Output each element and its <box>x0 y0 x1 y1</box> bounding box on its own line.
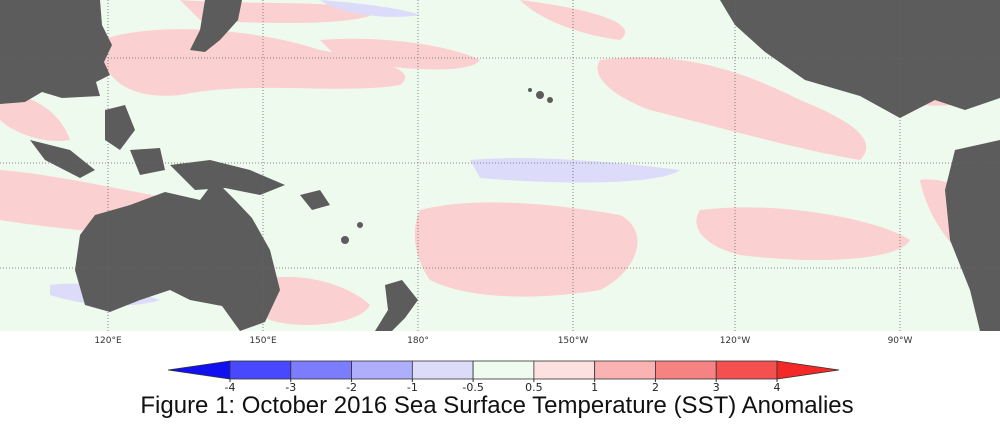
longitude-labels: 120°E 150°E 180° 150°W 120°W 90°W <box>94 336 912 346</box>
colorbar-tick-label: 0.5 <box>525 381 543 394</box>
map <box>0 0 1000 331</box>
colorbar-tick-label: 4 <box>774 381 781 394</box>
colorbar-tick-label: -4 <box>225 381 236 394</box>
colorbar-segment <box>594 360 656 380</box>
land <box>0 0 1000 331</box>
longitude-label: 150°E <box>249 336 277 346</box>
longitude-label: 120°W <box>720 336 751 346</box>
colorbar-segment <box>533 360 596 380</box>
colorbar-tick-label: 3 <box>713 381 720 394</box>
colorbar-segment <box>229 360 292 380</box>
longitude-label: 90°W <box>888 336 913 346</box>
colorbar-tick-label: -0.5 <box>462 381 483 394</box>
colorbar-segment <box>351 360 413 380</box>
colorbar-segment <box>411 360 474 380</box>
graticule <box>0 0 1000 331</box>
colorbar-tick-label: -1 <box>407 381 418 394</box>
warm-anomaly-areas <box>0 0 1000 325</box>
colorbar-tick-label: 1 <box>591 381 598 394</box>
colorbar-tick-label: -2 <box>346 381 357 394</box>
colorbar-tick-label: 2 <box>652 381 659 394</box>
caption: Figure 1: October 2016 Sea Surface Tempe… <box>140 392 853 419</box>
colorbar-segment <box>715 360 778 380</box>
colorbar: -4 -3 -2 -1 -0.5 0.5 1 2 3 4 <box>167 360 840 394</box>
longitude-label: 120°E <box>94 336 122 346</box>
colorbar-segment <box>472 360 535 380</box>
colorbar-extension-high <box>776 360 840 380</box>
colorbar-tick-label: -3 <box>285 381 296 394</box>
longitude-label: 150°W <box>558 336 589 346</box>
colorbar-extension-low <box>167 360 231 380</box>
colorbar-segment <box>655 360 717 380</box>
colorbar-segment <box>290 360 352 380</box>
longitude-label: 180° <box>407 336 429 346</box>
